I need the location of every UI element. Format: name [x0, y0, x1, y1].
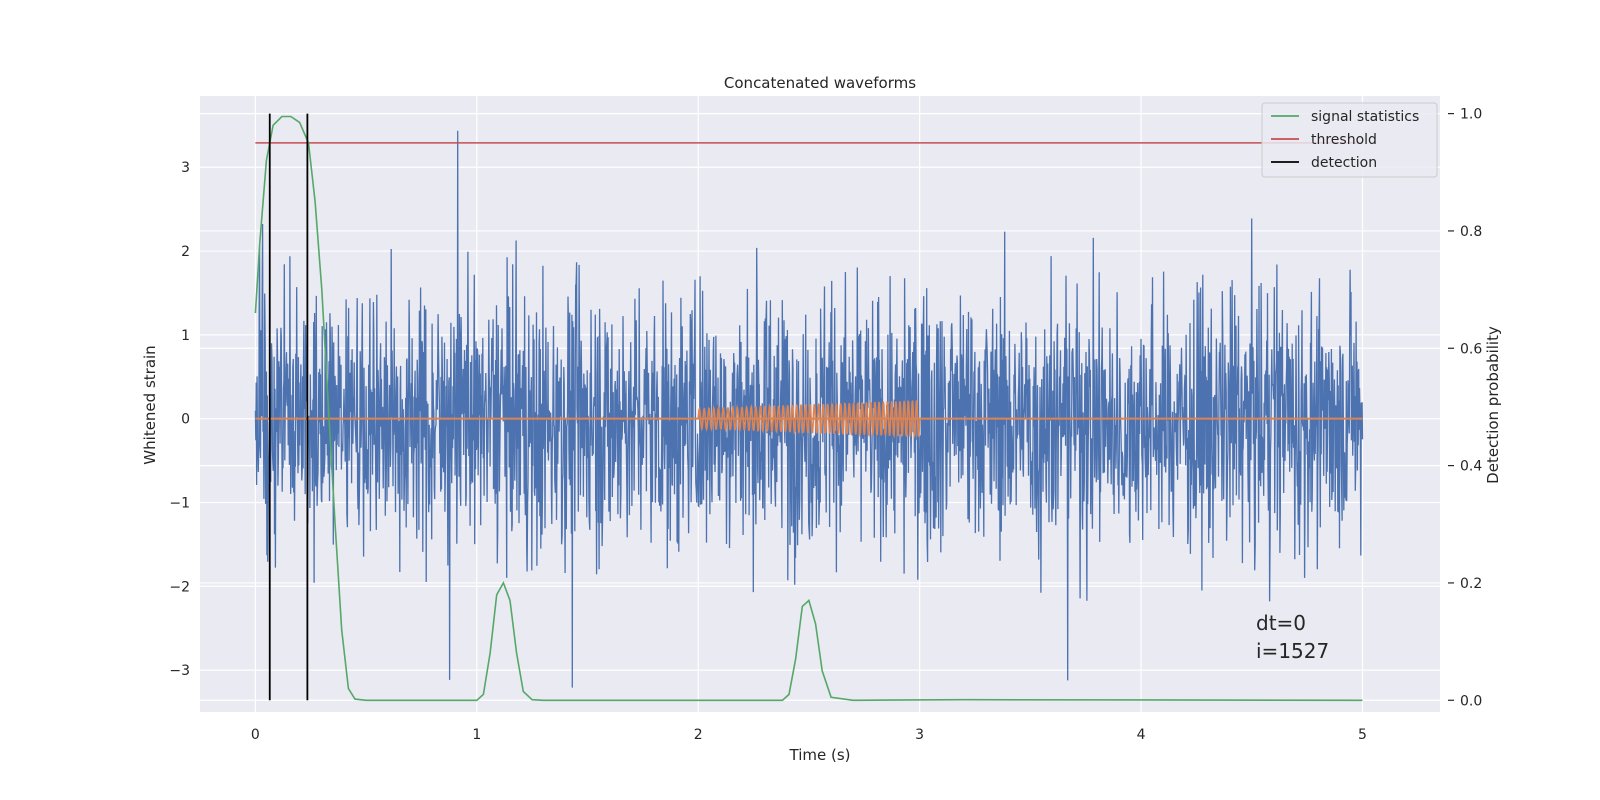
legend-signal-statistics-label: signal statistics: [1311, 109, 1419, 125]
left-y-tick-label: 1: [181, 328, 190, 344]
left-y-tick-label: −1: [169, 495, 190, 511]
annotation-dt: dt=0: [1256, 611, 1306, 635]
left-y-axis-label: Whitened strain: [141, 345, 159, 464]
left-y-tick-label: −3: [169, 663, 190, 679]
left-y-tick-label: 0: [181, 412, 190, 428]
x-tick-label: 3: [915, 727, 924, 743]
right-y-tick-label: 0.2: [1460, 576, 1482, 592]
x-tick-label: 5: [1358, 727, 1367, 743]
injected-signal-chirp: [697, 399, 921, 439]
right-y-tick-label: 0.4: [1460, 459, 1482, 475]
x-axis-label: Time (s): [789, 746, 851, 764]
right-y-tick-label: 1.0: [1460, 107, 1482, 123]
x-axis-ticks: 0 1 2 3 4 5: [251, 727, 1367, 743]
signal-statistics-line: [254, 115, 1363, 702]
right-y-tick-label: 0.6: [1460, 341, 1482, 357]
x-tick-label: 1: [472, 727, 481, 743]
legend-box: [1261, 102, 1438, 178]
x-tick-label: 0: [251, 727, 260, 743]
noise-series-line: [254, 130, 1364, 688]
right-y-axis-ticks: 0.0 0.2 0.4 0.6 0.8 1.0: [1448, 107, 1482, 709]
x-tick-label: 2: [694, 727, 703, 743]
chart-title: Concatenated waveforms: [724, 74, 916, 92]
legend-detection-label: detection: [1311, 155, 1377, 171]
right-y-tick-label: 0.0: [1460, 693, 1482, 709]
legend: signal statistics threshold detection: [1261, 102, 1438, 178]
detection-lines: [268, 113, 309, 701]
x-tick-label: 4: [1137, 727, 1146, 743]
left-y-axis-ticks: −3 −2 −1 0 1 2 3: [169, 160, 190, 679]
left-y-tick-label: 2: [181, 244, 190, 260]
right-y-axis-label: Detection probability: [1484, 326, 1502, 484]
plot-content: [254, 113, 1364, 702]
annotation-index: i=1527: [1256, 639, 1329, 663]
left-y-tick-label: 3: [181, 160, 190, 176]
left-y-tick-label: −2: [169, 579, 190, 595]
right-y-tick-label: 0.8: [1460, 224, 1482, 240]
legend-threshold-label: threshold: [1311, 132, 1377, 148]
